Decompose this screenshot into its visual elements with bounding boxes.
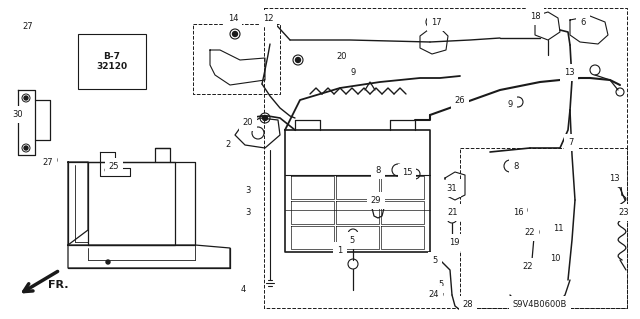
Text: 3: 3 [245,208,251,217]
Text: 27: 27 [22,22,33,31]
Text: 25: 25 [109,162,119,171]
Text: 29: 29 [371,196,381,205]
Circle shape [296,57,301,63]
Circle shape [24,146,28,150]
Text: 5: 5 [349,236,355,245]
Text: 17: 17 [431,18,442,27]
Text: 7: 7 [568,138,573,147]
Text: 23: 23 [619,208,629,217]
Circle shape [24,96,28,100]
Text: 8: 8 [513,162,518,171]
Text: 5: 5 [433,256,438,265]
Text: 22: 22 [525,228,535,237]
Text: 2: 2 [225,140,230,149]
Text: 19: 19 [449,238,460,247]
Text: 3: 3 [245,186,251,195]
Circle shape [268,16,273,20]
Text: S9V4B0600B: S9V4B0600B [513,300,567,309]
Text: 8: 8 [375,166,381,175]
Text: 31: 31 [447,184,458,193]
Text: 13: 13 [609,174,620,183]
Text: FR.: FR. [48,280,68,290]
Text: 15: 15 [402,168,412,177]
Circle shape [106,260,110,264]
Text: 21: 21 [448,208,458,217]
Text: 11: 11 [553,224,563,233]
Text: 20: 20 [337,52,348,61]
Text: 1: 1 [337,246,342,255]
Text: B-7
32120: B-7 32120 [97,52,127,71]
Text: 9: 9 [350,68,356,77]
Text: 24: 24 [429,290,439,299]
Text: 22: 22 [523,262,533,271]
Text: 13: 13 [564,68,574,77]
Circle shape [49,158,54,162]
Text: 18: 18 [530,12,540,21]
Text: 28: 28 [463,300,474,309]
Text: 20: 20 [243,118,253,127]
Text: 14: 14 [228,14,238,23]
Text: 6: 6 [580,18,586,27]
Text: 16: 16 [513,208,524,217]
Text: 9: 9 [508,100,513,109]
Text: 26: 26 [454,96,465,105]
Text: 5: 5 [438,280,444,289]
Text: 10: 10 [550,254,560,263]
Text: 27: 27 [43,158,53,167]
Text: 30: 30 [13,110,23,119]
Circle shape [232,32,237,36]
Circle shape [27,23,33,29]
Circle shape [262,115,268,121]
Text: 12: 12 [263,14,273,23]
Text: 4: 4 [241,285,246,294]
